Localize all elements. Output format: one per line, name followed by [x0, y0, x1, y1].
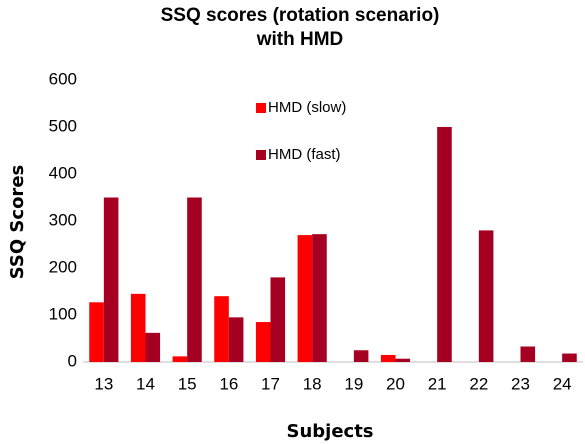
bar	[562, 353, 577, 362]
y-tick-label: 500	[49, 116, 77, 135]
bar	[255, 322, 271, 362]
legend-label: HMD (slow)	[268, 99, 346, 116]
legend-swatch	[256, 103, 266, 113]
y-tick-label: 400	[49, 163, 77, 182]
y-axis-title: SSQ Scores	[7, 165, 28, 280]
y-tick-label: 100	[49, 304, 77, 323]
bar	[270, 277, 286, 362]
x-tick-label: 16	[219, 374, 238, 393]
bar	[145, 332, 161, 362]
y-tick-label: 0	[68, 351, 77, 370]
bar	[312, 234, 327, 362]
chart-subtitle: with HMD	[256, 29, 344, 50]
x-tick-label: 19	[344, 374, 363, 393]
bar	[214, 296, 229, 362]
bar	[228, 317, 244, 362]
bar	[89, 302, 104, 362]
bar	[187, 197, 202, 362]
y-tick-label: 600	[49, 69, 77, 88]
x-tick-label: 18	[303, 374, 322, 393]
bar	[380, 354, 396, 362]
y-tick-label: 300	[49, 210, 77, 229]
x-tick-label: 24	[553, 374, 572, 393]
bar	[478, 230, 494, 362]
legend-label: HMD (fast)	[268, 146, 341, 163]
x-tick-label: 17	[261, 374, 280, 393]
x-tick-label: 21	[428, 374, 447, 393]
x-tick-label: 20	[386, 374, 405, 393]
x-tick-label: 23	[511, 374, 530, 393]
bar	[103, 197, 119, 362]
chart-title: SSQ scores (rotation scenario)	[161, 5, 440, 26]
y-tick-label: 200	[49, 257, 77, 276]
bar	[353, 350, 369, 362]
bar	[297, 235, 313, 362]
bar	[395, 358, 411, 362]
x-tick-label: 22	[469, 374, 488, 393]
bar	[172, 356, 188, 362]
x-axis-title: Subjects	[286, 421, 373, 442]
x-tick-label: 15	[178, 374, 197, 393]
x-tick-label: 13	[94, 374, 113, 393]
bar	[520, 346, 536, 362]
bar	[437, 127, 452, 362]
x-tick-label: 14	[136, 374, 155, 393]
legend-swatch	[256, 150, 266, 160]
bar	[130, 293, 146, 362]
